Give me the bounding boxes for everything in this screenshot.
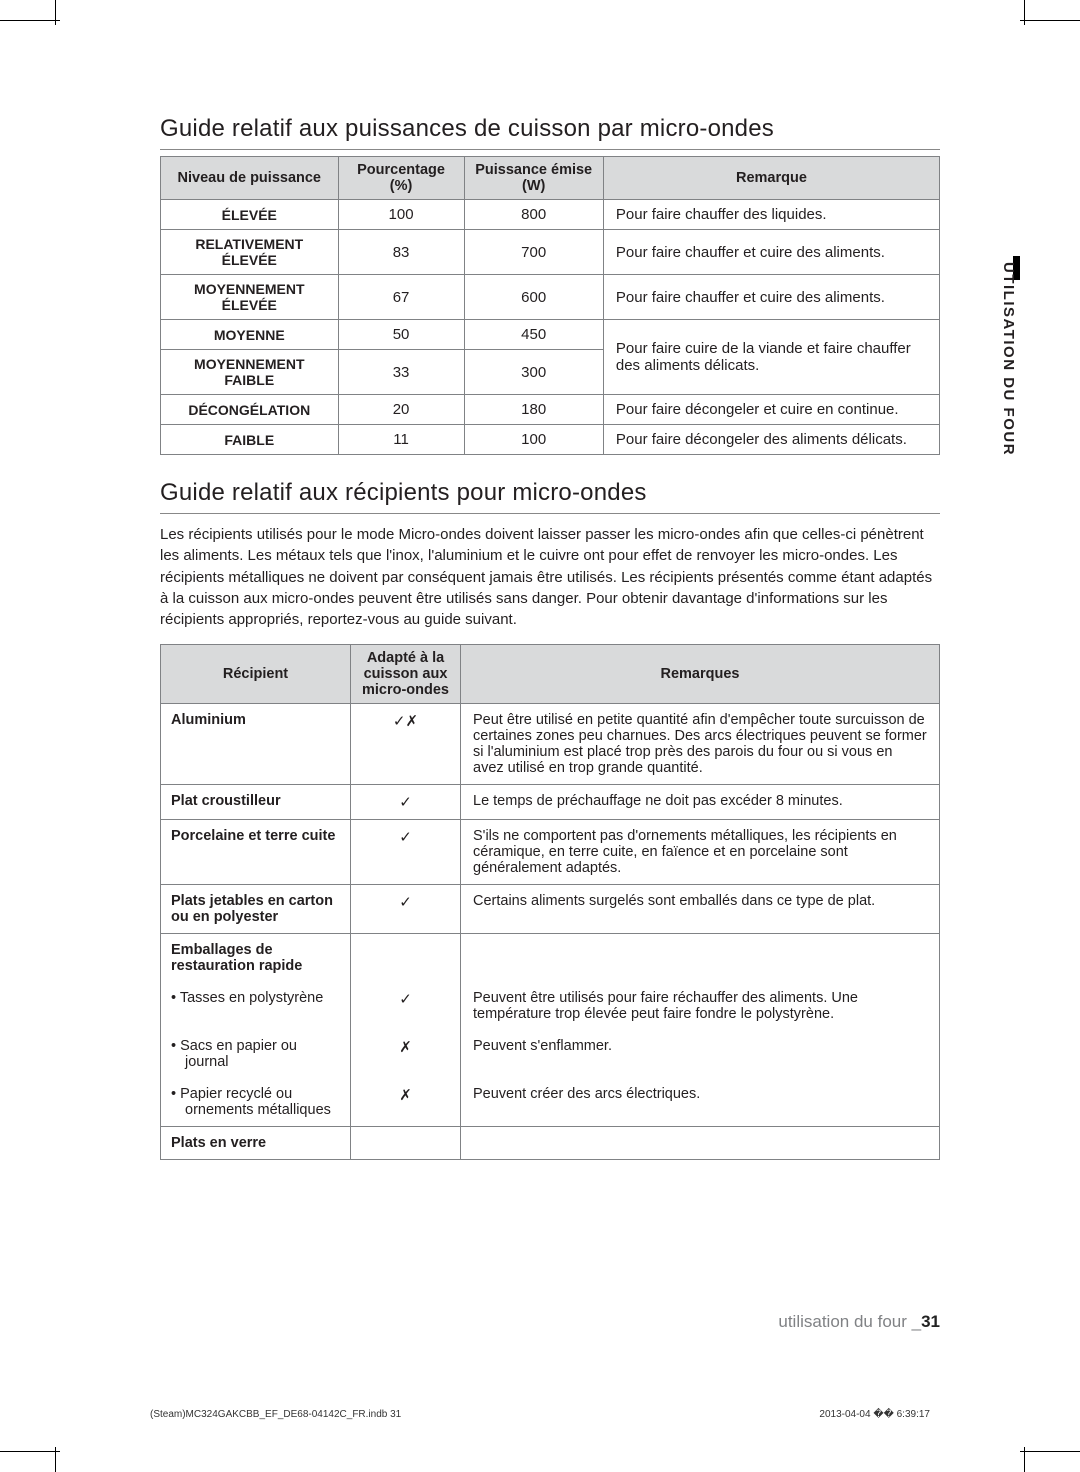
cell-recipient: Plats en verre	[161, 1127, 351, 1160]
power-table: Niveau de puissancePourcentage (%)Puissa…	[160, 156, 940, 455]
container-table: RécipientAdapté à la cuisson aux micro-o…	[160, 644, 940, 1160]
cell-note: Pour faire cuire de la viande et faire c…	[603, 320, 939, 395]
t2-header: Adapté à la cuisson aux micro-ondes	[351, 645, 461, 704]
cell-remark: Peuvent créer des arcs électriques.	[461, 1078, 940, 1127]
cell-recipient: Tasses en polystyrène	[161, 982, 351, 1030]
cell-symbol: ✓✗	[351, 704, 461, 785]
cell-symbol: ✗	[351, 1030, 461, 1078]
cell-remark: Peuvent être utilisés pour faire réchauf…	[461, 982, 940, 1030]
cell-pct: 20	[338, 395, 464, 425]
table-row: ÉLEVÉE100800Pour faire chauffer des liqu…	[161, 200, 940, 230]
table-row: FAIBLE11100Pour faire décongeler des ali…	[161, 425, 940, 455]
cell-remark	[461, 934, 940, 983]
cell-watt: 180	[464, 395, 603, 425]
cell-pct: 67	[338, 275, 464, 320]
cell-remark: Certains aliments surgelés sont emballés…	[461, 885, 940, 934]
cell-symbol: ✓	[351, 982, 461, 1030]
body-text: Les récipients utilisés pour le mode Mic…	[160, 524, 940, 630]
print-footer-left: (Steam)MC324GAKCBB_EF_DE68-04142C_FR.ind…	[150, 1409, 401, 1420]
table-row: Plat croustilleur✓Le temps de préchauffa…	[161, 785, 940, 820]
t2-header: Remarques	[461, 645, 940, 704]
table-row: Papier recyclé ou ornements métalliques✗…	[161, 1078, 940, 1127]
cell-level: MOYENNE	[161, 320, 339, 350]
table-row: Plats jetables en carton ou en polyester…	[161, 885, 940, 934]
cell-level: DÉCONGÉLATION	[161, 395, 339, 425]
cell-note: Pour faire chauffer et cuire des aliment…	[603, 230, 939, 275]
cell-level: RELATIVEMENT ÉLEVÉE	[161, 230, 339, 275]
cell-recipient: Emballages de restauration rapide	[161, 934, 351, 983]
cell-pct: 100	[338, 200, 464, 230]
cell-watt: 700	[464, 230, 603, 275]
cell-watt: 450	[464, 320, 603, 350]
table-row: Tasses en polystyrène✓Peuvent être utili…	[161, 982, 940, 1030]
table-row: MOYENNE50450Pour faire cuire de la viand…	[161, 320, 940, 350]
t1-header: Remarque	[603, 157, 939, 200]
table-row: Sacs en papier ou journal✗Peuvent s'enfl…	[161, 1030, 940, 1078]
cell-remark: Le temps de préchauffage ne doit pas exc…	[461, 785, 940, 820]
cell-note: Pour faire décongeler des aliments délic…	[603, 425, 939, 455]
t1-header: Puissance émise (W)	[464, 157, 603, 200]
cell-remark: Peut être utilisé en petite quantité afi…	[461, 704, 940, 785]
cell-watt: 100	[464, 425, 603, 455]
cell-remark: Peuvent s'enflammer.	[461, 1030, 940, 1078]
cell-note: Pour faire chauffer et cuire des aliment…	[603, 275, 939, 320]
cell-recipient: Plats jetables en carton ou en polyester	[161, 885, 351, 934]
cell-level: FAIBLE	[161, 425, 339, 455]
cell-recipient: Sacs en papier ou journal	[161, 1030, 351, 1078]
cell-recipient: Aluminium	[161, 704, 351, 785]
footer-text: utilisation du four _	[778, 1312, 921, 1331]
cell-pct: 33	[338, 350, 464, 395]
t1-header: Niveau de puissance	[161, 157, 339, 200]
cell-remark: S'ils ne comportent pas d'ornements méta…	[461, 820, 940, 885]
table-row: Aluminium✓✗Peut être utilisé en petite q…	[161, 704, 940, 785]
cell-pct: 83	[338, 230, 464, 275]
cell-watt: 800	[464, 200, 603, 230]
print-footer-right: 2013-04-04 �� 6:39:17	[819, 1409, 930, 1420]
print-footer: (Steam)MC324GAKCBB_EF_DE68-04142C_FR.ind…	[150, 1409, 930, 1420]
cell-recipient: Porcelaine et terre cuite	[161, 820, 351, 885]
table-row: RELATIVEMENT ÉLEVÉE83700Pour faire chauf…	[161, 230, 940, 275]
cell-watt: 300	[464, 350, 603, 395]
cell-symbol: ✗	[351, 1078, 461, 1127]
cell-note: Pour faire décongeler et cuire en contin…	[603, 395, 939, 425]
cell-level: MOYENNEMENT FAIBLE	[161, 350, 339, 395]
t2-header: Récipient	[161, 645, 351, 704]
cell-level: MOYENNEMENT ÉLEVÉE	[161, 275, 339, 320]
side-tab-label: UTILISATION DU FOUR	[1000, 262, 1017, 456]
page-footer: utilisation du four _31	[778, 1312, 940, 1332]
cell-level: ÉLEVÉE	[161, 200, 339, 230]
cell-symbol: ✓	[351, 820, 461, 885]
side-tab: UTILISATION DU FOUR	[992, 256, 1020, 566]
footer-page-number: 31	[921, 1312, 940, 1331]
section2-title: Guide relatif aux récipients pour micro-…	[160, 479, 940, 514]
cell-remark	[461, 1127, 940, 1160]
table-row: Plats en verre	[161, 1127, 940, 1160]
cell-symbol: ✓	[351, 785, 461, 820]
table-row: Porcelaine et terre cuite✓S'ils ne compo…	[161, 820, 940, 885]
table-row: DÉCONGÉLATION20180Pour faire décongeler …	[161, 395, 940, 425]
cell-recipient: Plat croustilleur	[161, 785, 351, 820]
cell-pct: 50	[338, 320, 464, 350]
table-row: MOYENNEMENT ÉLEVÉE67600Pour faire chauff…	[161, 275, 940, 320]
cell-symbol	[351, 934, 461, 983]
section1-title: Guide relatif aux puissances de cuisson …	[160, 115, 940, 150]
cell-pct: 11	[338, 425, 464, 455]
page-content: Guide relatif aux puissances de cuisson …	[160, 115, 940, 1160]
cell-symbol	[351, 1127, 461, 1160]
table-row: Emballages de restauration rapide	[161, 934, 940, 983]
cell-symbol: ✓	[351, 885, 461, 934]
cell-watt: 600	[464, 275, 603, 320]
cell-note: Pour faire chauffer des liquides.	[603, 200, 939, 230]
cell-recipient: Papier recyclé ou ornements métalliques	[161, 1078, 351, 1127]
t1-header: Pourcentage (%)	[338, 157, 464, 200]
